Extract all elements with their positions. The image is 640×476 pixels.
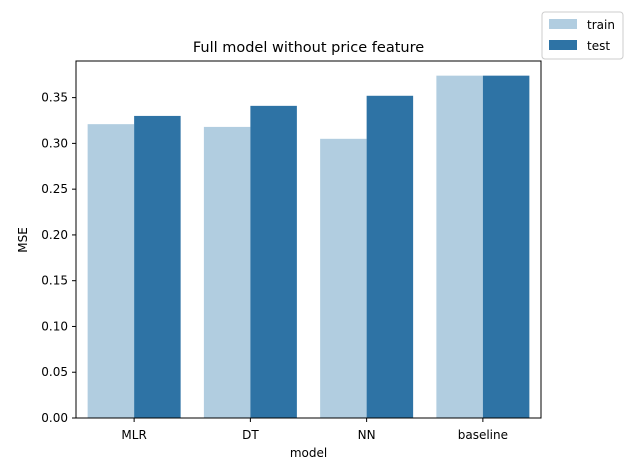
y-tick-label: 0.05: [41, 365, 68, 379]
x-tick-label: MLR: [121, 428, 146, 442]
bar-mlr-test: [134, 115, 181, 419]
x-axis: MLR DT NN baseline: [121, 418, 508, 442]
bar-nn-train: [320, 138, 367, 418]
plot-frame: [75, 60, 542, 419]
y-axis: 0.00 0.05 0.10 0.15 0.20 0.25 0.30 0.35: [41, 91, 76, 425]
y-tick-label: 0.10: [41, 319, 68, 333]
legend-swatch-test: [549, 40, 577, 50]
bar-baseline-test: [482, 75, 530, 419]
y-tick-label: 0.00: [41, 411, 68, 425]
legend: train test: [541, 11, 624, 60]
y-tick-label: 0.15: [41, 274, 68, 288]
bar-nn-test: [366, 95, 414, 418]
y-tick-label: 0.20: [41, 228, 68, 242]
legend-swatch-train: [549, 19, 577, 29]
bar-mlr-train: [87, 124, 135, 418]
x-axis-label: model: [290, 446, 327, 460]
y-tick-label: 0.30: [41, 136, 68, 150]
x-tick-label: baseline: [458, 428, 508, 442]
x-tick-label: NN: [358, 428, 376, 442]
y-axis-label: MSE: [16, 227, 30, 253]
bar-dt-train: [203, 126, 251, 418]
bar-dt-test: [250, 105, 297, 418]
chart-title: Full model without price feature: [193, 40, 424, 56]
x-tick-label: DT: [242, 428, 259, 442]
legend-label-train: train: [587, 18, 615, 32]
bar-baseline-train: [436, 75, 483, 419]
bars-group: [87, 75, 530, 419]
y-tick-label: 0.25: [41, 182, 68, 196]
legend-label-test: test: [587, 39, 610, 53]
y-tick-label: 0.35: [41, 91, 68, 105]
